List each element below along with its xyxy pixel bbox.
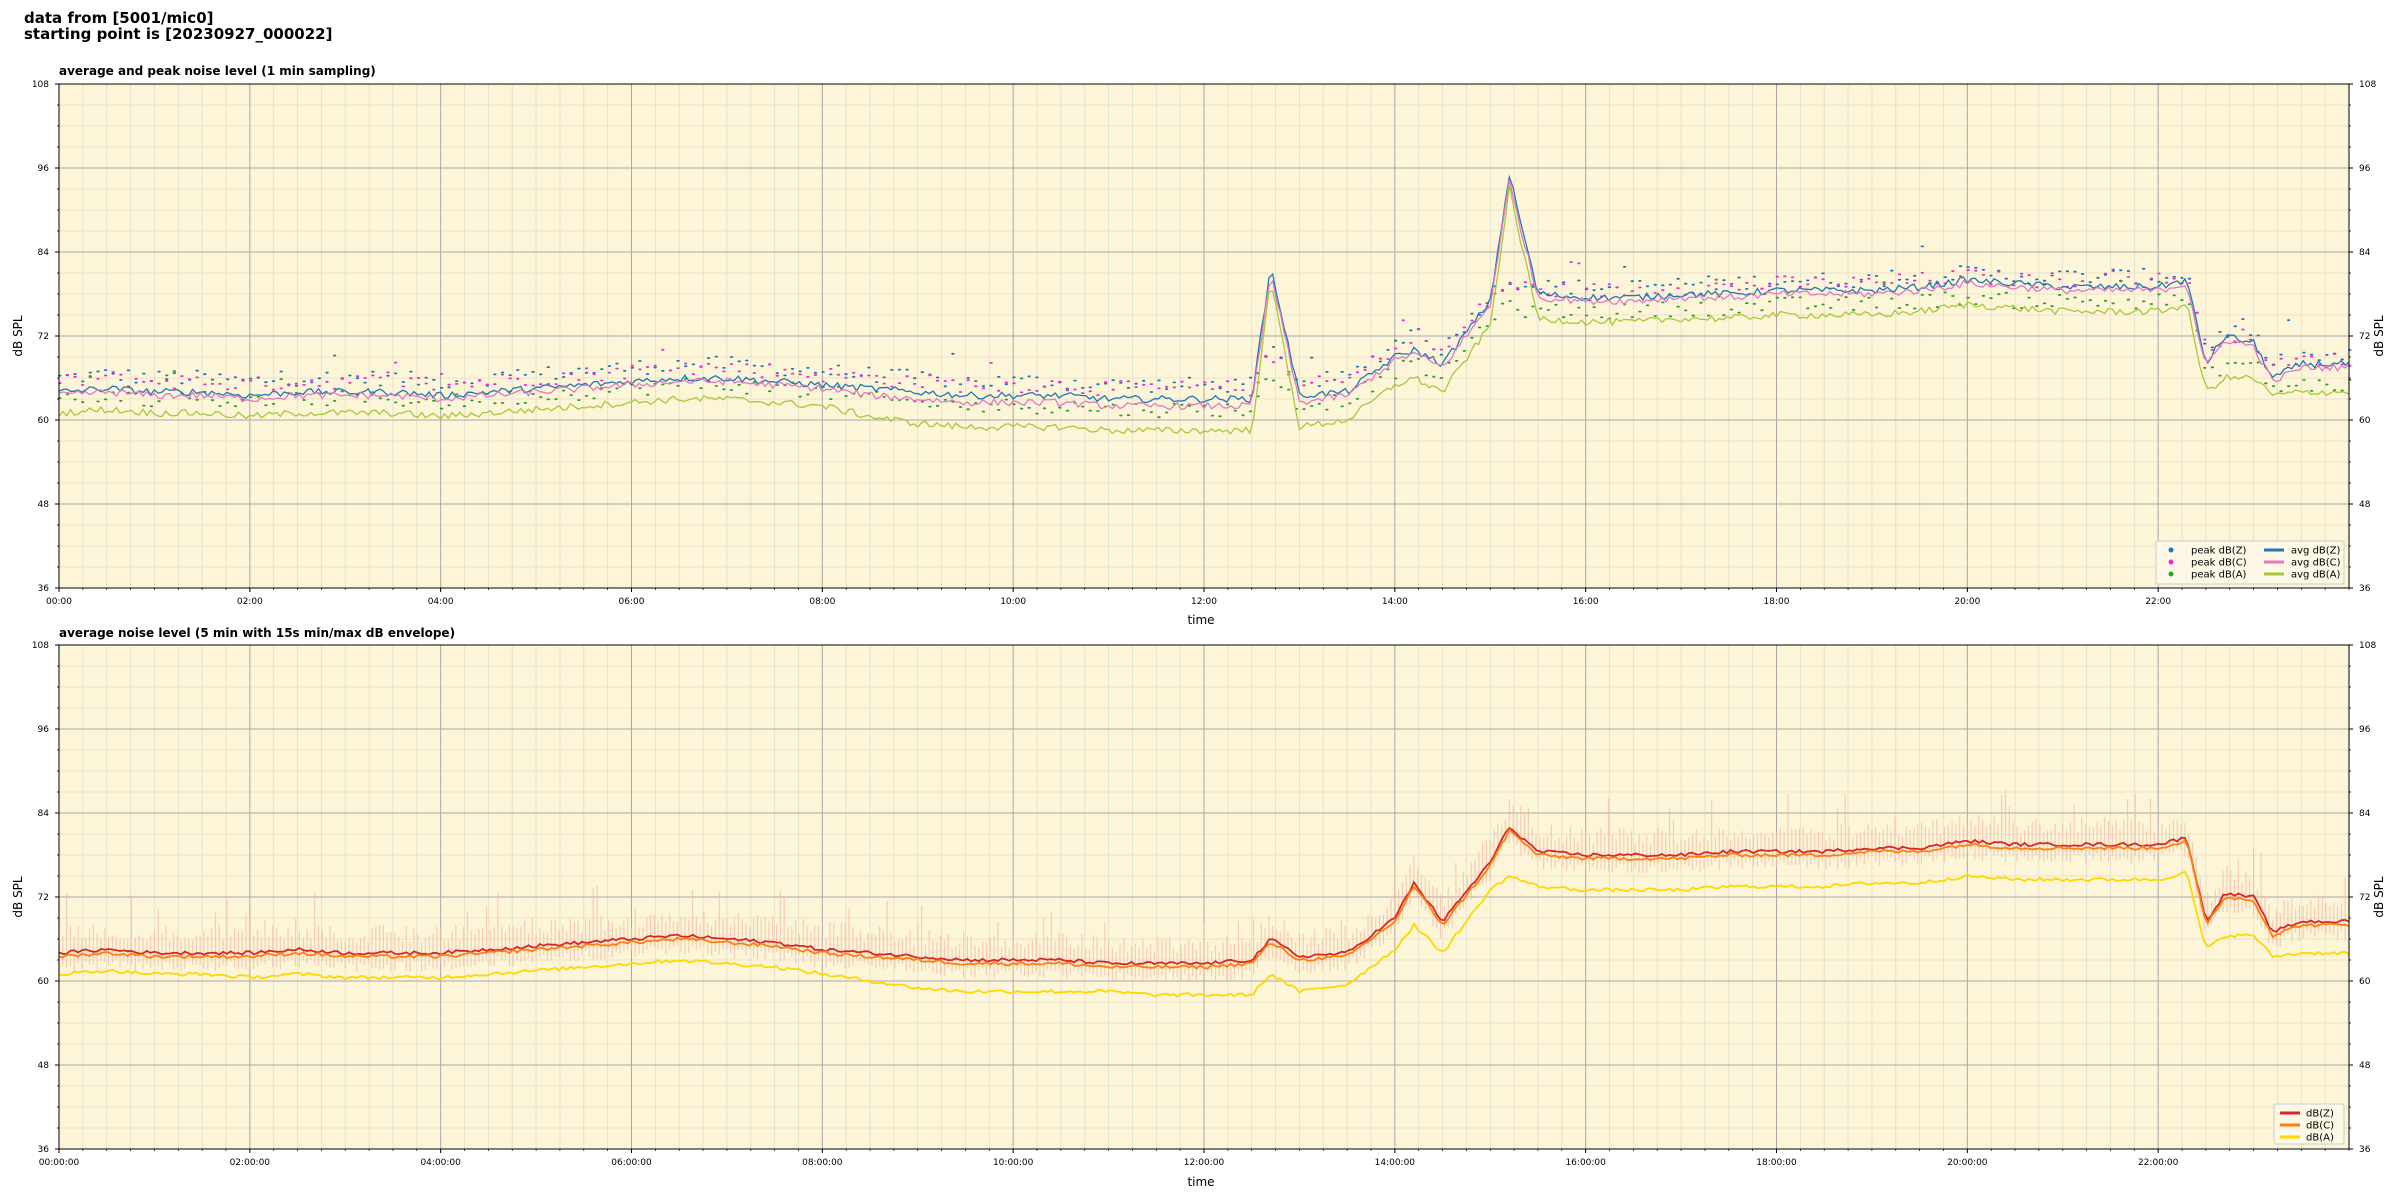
chart-2-ylabel: dB SPL: [11, 876, 25, 918]
series-dB-A-: [59, 870, 2350, 998]
y-tick-label: 60: [38, 416, 50, 426]
y-tick-label-right: 96: [2359, 725, 2371, 735]
x-tick-label: 16:00: [1573, 597, 1599, 607]
y-tick-label-right: 108: [2359, 80, 2376, 90]
legend-label: peak dB(A): [2191, 570, 2247, 581]
chart-2-title: average noise level (5 min with 15s min/…: [59, 626, 455, 640]
legend-label: avg dB(Z): [2291, 546, 2341, 557]
legend-label: avg dB(A): [2291, 570, 2341, 581]
legend-marker: [2168, 559, 2174, 565]
x-tick-label: 10:00: [1000, 597, 1026, 607]
y-tick-label-right: 36: [2359, 584, 2371, 594]
chart-2-series: [58, 789, 2350, 998]
x-tick-label: 08:00: [809, 597, 835, 607]
y-tick-label: 36: [38, 584, 50, 594]
chart-1-xlabel: time: [1187, 613, 1214, 627]
y-tick-label: 48: [38, 500, 50, 510]
x-tick-label: 20:00:00: [1947, 1158, 1988, 1168]
y-tick-label-right: 96: [2359, 164, 2371, 174]
x-tick-label: 00:00:00: [39, 1158, 80, 1168]
y-tick-label: 60: [38, 977, 50, 987]
x-tick-label: 08:00:00: [802, 1158, 843, 1168]
legend-label: dB(Z): [2306, 1109, 2334, 1120]
y-tick-label-right: 48: [2359, 1061, 2371, 1071]
y-tick-label-right: 72: [2359, 332, 2370, 342]
x-tick-label: 16:00:00: [1565, 1158, 1606, 1168]
x-tick-label: 14:00:00: [1375, 1158, 1416, 1168]
chart-2-xlabel: time: [1187, 1175, 1214, 1189]
x-tick-label: 04:00: [428, 597, 454, 607]
legend-marker: [2168, 571, 2174, 577]
x-tick-label: 14:00: [1382, 597, 1408, 607]
x-tick-label: 06:00:00: [611, 1158, 652, 1168]
chart-2-ticks: 36 36 48 48 60 60 72 72 84 84 96 96 108 108 00:00:00 02…: [32, 641, 2377, 1168]
chart-panel-1: average and peak noise level (1 min samp…: [11, 64, 2386, 627]
chart-1-series: [58, 174, 2352, 435]
series-avg-dB-C-: [58, 179, 2350, 411]
y-tick-label: 36: [38, 1145, 50, 1155]
x-tick-label: 12:00: [1191, 597, 1217, 607]
x-tick-label: 20:00: [1954, 597, 1980, 607]
chart-1-ticks: 36 36 48 48 60 60 72 72 84 84 96 96 108 108 00:00 02:00…: [32, 80, 2377, 607]
y-tick-label: 108: [32, 641, 49, 651]
x-tick-label: 04:00:00: [420, 1158, 461, 1168]
x-tick-label: 18:00:00: [1756, 1158, 1797, 1168]
series-avg-dB-A-: [58, 185, 2350, 435]
x-tick-label: 18:00: [1764, 597, 1790, 607]
y-tick-label: 96: [38, 725, 50, 735]
y-tick-label: 72: [38, 893, 49, 903]
series-dB-C-: [58, 827, 2350, 970]
chart-1-ylabel: dB SPL: [11, 315, 25, 357]
header: data from [5001/mic0] starting point is …: [24, 10, 332, 42]
chart-1-legend: peak dB(Z)peak dB(C)peak dB(A)avg dB(Z)a…: [2155, 540, 2345, 585]
y-tick-label-right: 84: [2359, 809, 2371, 819]
y-tick-label-right: 60: [2359, 977, 2371, 987]
y-tick-label: 108: [32, 80, 49, 90]
y-tick-label-right: 48: [2359, 500, 2371, 510]
y-tick-label-right: 60: [2359, 416, 2371, 426]
header-start: starting point is [20230927_000022]: [24, 25, 333, 43]
y-tick-label: 48: [38, 1061, 50, 1071]
x-tick-label: 00:00: [46, 597, 72, 607]
y-tick-label: 72: [38, 332, 49, 342]
y-tick-label: 84: [38, 248, 50, 258]
chart-1-grid: [58, 83, 2350, 589]
y-tick-label-right: 36: [2359, 1145, 2371, 1155]
chart-1-ylabel-right: dB SPL: [2372, 315, 2386, 357]
y-tick-label-right: 108: [2359, 641, 2376, 651]
x-tick-label: 12:00:00: [1184, 1158, 1225, 1168]
y-tick-label-right: 72: [2359, 893, 2370, 903]
chart-2-legend: dB(Z)dB(C)dB(A): [2273, 1103, 2345, 1145]
y-tick-label: 84: [38, 809, 50, 819]
chart-1-title: average and peak noise level (1 min samp…: [59, 64, 376, 78]
legend-label: dB(A): [2306, 1133, 2334, 1144]
legend-label: avg dB(C): [2291, 558, 2341, 569]
legend-box: [2155, 540, 2345, 585]
legend-label: peak dB(Z): [2191, 546, 2247, 557]
x-tick-label: 06:00: [619, 597, 645, 607]
y-tick-label: 96: [38, 164, 50, 174]
legend-label: dB(C): [2306, 1121, 2334, 1132]
x-tick-label: 02:00: [237, 597, 263, 607]
x-tick-label: 02:00:00: [230, 1158, 271, 1168]
x-tick-label: 10:00:00: [993, 1158, 1034, 1168]
legend-label: peak dB(C): [2191, 558, 2247, 569]
legend-marker: [2168, 547, 2174, 553]
header-source: data from [5001/mic0]: [24, 9, 214, 27]
chart-2-ylabel-right: dB SPL: [2372, 876, 2386, 918]
x-tick-label: 22:00: [2145, 597, 2171, 607]
chart-panel-2: average noise level (5 min with 15s min/…: [11, 626, 2386, 1189]
x-tick-label: 22:00:00: [2138, 1158, 2179, 1168]
y-tick-label-right: 84: [2359, 248, 2371, 258]
